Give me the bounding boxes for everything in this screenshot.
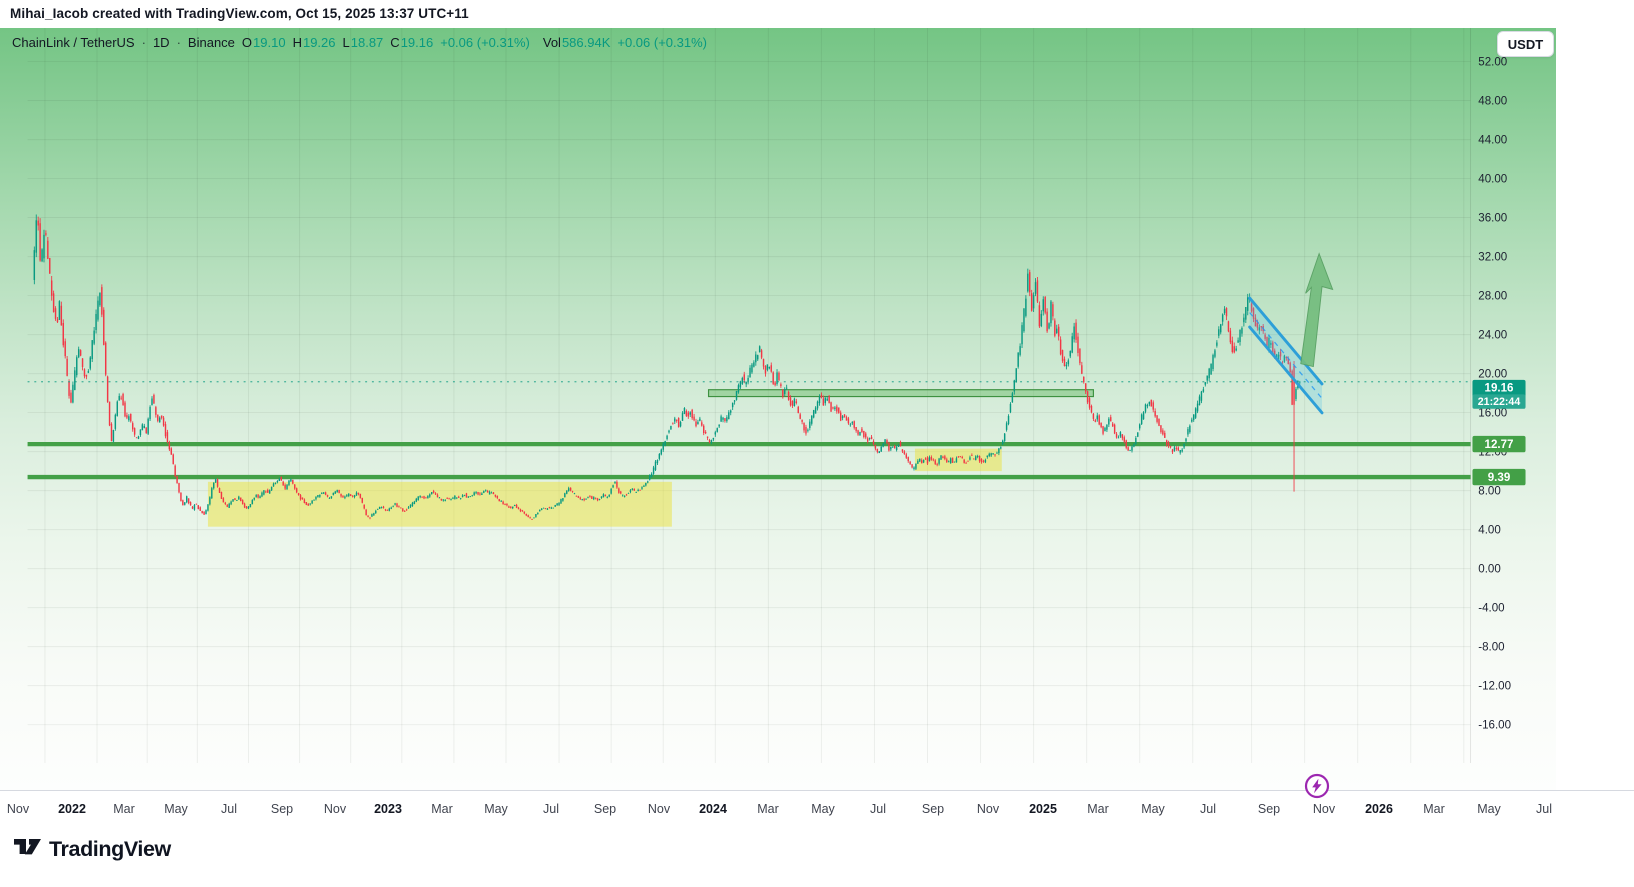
time-tick-label: Nov [323, 802, 347, 816]
time-tick-label: Nov [976, 802, 1000, 816]
volume-change: +0.06 (+0.31%) [617, 35, 707, 50]
accumulation-box-2024[interactable] [914, 448, 1002, 472]
time-tick-label: 2023 [374, 802, 402, 816]
up-candle-bodies [33, 220, 1301, 519]
price-tick-label: 36.00 [1478, 212, 1507, 224]
time-tick-label: May [811, 802, 835, 816]
last-price-value: 19.16 [1485, 382, 1515, 394]
time-tick-label: Mar [1087, 802, 1109, 816]
time-tick-label: Sep [1257, 802, 1281, 816]
brand-footer[interactable]: TradingView [13, 837, 171, 862]
price-tick-label: 32.00 [1478, 251, 1507, 263]
last-price-tag [1472, 379, 1526, 409]
time-tick-label: Nov [1312, 802, 1336, 816]
time-tick-label: Sep [270, 802, 294, 816]
price-tick-label: 16.00 [1478, 407, 1507, 419]
svg-text:9.39: 9.39 [1488, 472, 1511, 484]
currency-toggle-button[interactable]: USDT [1497, 31, 1554, 57]
price-tick-label: -12.00 [1478, 680, 1511, 692]
time-tick-label: 2026 [1365, 802, 1393, 816]
price-tick-label: 4.00 [1478, 525, 1501, 537]
down-candle-wicks [37, 216, 1295, 520]
tradingview-wordmark: TradingView [49, 837, 171, 861]
bar-countdown: 21:22:44 [1478, 396, 1521, 408]
volume: Vol586.94K [542, 35, 611, 50]
symbol-name[interactable]: ChainLink / TetherUS [12, 35, 135, 50]
tradingview-logo-icon [14, 839, 41, 855]
legend-separator: · [176, 35, 181, 50]
zone-drawings[interactable] [207, 389, 1094, 527]
accumulation-box-2022-2023[interactable] [207, 481, 672, 527]
attribution-text: Mihai_Iacob created with TradingView.com… [10, 6, 469, 21]
time-tick-label: Sep [921, 802, 945, 816]
time-tick-label: Jul [1200, 802, 1216, 816]
time-tick-label: Nov [6, 802, 30, 816]
price-tick-label: 0.00 [1478, 563, 1501, 575]
bottom-bar: Nov 2022 Mar May Jul Sep Nov 2023 Mar May Jul Sep No… [0, 790, 1634, 887]
time-tick-label: Sep [593, 802, 617, 816]
price-change: +0.06 (+0.31%) [440, 35, 530, 50]
lightning-event-icon[interactable] [1303, 772, 1331, 800]
up-candle-wicks [33, 214, 1301, 519]
candlestick-series [33, 214, 1301, 520]
time-tick-label: Mar [757, 802, 779, 816]
time-tick-label: 2024 [699, 802, 727, 816]
legend-separator: · [141, 35, 146, 50]
ohlc-close: C19.16 [390, 35, 434, 50]
time-tick-label: May [164, 802, 188, 816]
time-axis[interactable]: Nov 2022 Mar May Jul Sep Nov 2023 Mar May Jul Sep No… [0, 791, 1634, 825]
price-tick-label: -16.00 [1478, 720, 1511, 732]
time-tick-label: May [1141, 802, 1165, 816]
lightning-bolt-glyph [1312, 778, 1322, 794]
price-tick-label: 44.00 [1478, 134, 1507, 146]
ohlc-low: L18.87 [342, 35, 384, 50]
time-tick-label: May [484, 802, 508, 816]
price-tick-label: -4.00 [1478, 602, 1504, 614]
price-tick-label: 24.00 [1478, 329, 1507, 341]
ohlc-open: O19.10 [241, 35, 286, 50]
price-tick-label: -8.00 [1478, 642, 1504, 654]
time-tick-label: Jul [221, 802, 237, 816]
price-tick-label: 8.00 [1478, 485, 1501, 497]
time-tick-label: Jul [543, 802, 559, 816]
time-tick-label: Mar [113, 802, 135, 816]
resistance-band[interactable] [707, 389, 1094, 398]
price-chart-canvas[interactable]: 52.00 48.00 44.00 40.00 36.00 32.00 28.00 24.00… [0, 28, 1556, 790]
time-tick-label: 2022 [58, 802, 86, 816]
price-tick-label: 40.00 [1478, 173, 1507, 185]
time-tick-label: Mar [1423, 802, 1445, 816]
chart-area[interactable]: 52.00 48.00 44.00 40.00 36.00 32.00 28.00 24.00… [0, 28, 1556, 790]
ohlc-high: H19.26 [292, 35, 336, 50]
price-tag-12.77 [1472, 435, 1526, 453]
time-tick-label: Jul [870, 802, 886, 816]
svg-text:12.77: 12.77 [1485, 439, 1514, 451]
time-tick-label: Mar [431, 802, 453, 816]
bullish-projection-arrow[interactable] [1300, 252, 1334, 368]
time-tick-label: Nov [647, 802, 671, 816]
support-lines[interactable] [27, 441, 1471, 480]
interval-label[interactable]: 1D [152, 35, 170, 50]
price-tick-label: 48.00 [1478, 95, 1507, 107]
price-tick-label: 52.00 [1478, 56, 1507, 68]
price-tick-label: 28.00 [1478, 290, 1507, 302]
price-tag-9.39 [1472, 468, 1526, 486]
symbol-legend: ChainLink / TetherUS · 1D · Binance O19.… [12, 35, 707, 50]
descending-parallel-channel[interactable] [1248, 296, 1324, 415]
time-tick-label: 2025 [1029, 802, 1057, 816]
exchange-label: Binance [187, 35, 235, 50]
price-axis[interactable]: 52.00 48.00 44.00 40.00 36.00 32.00 28.00 24.00… [1470, 28, 1526, 763]
price-tick-label: 20.00 [1478, 368, 1507, 380]
attribution-bar: Mihai_Iacob created with TradingView.com… [0, 0, 1634, 28]
time-tick-label: Jul [1536, 802, 1552, 816]
time-tick-label: May [1477, 802, 1501, 816]
